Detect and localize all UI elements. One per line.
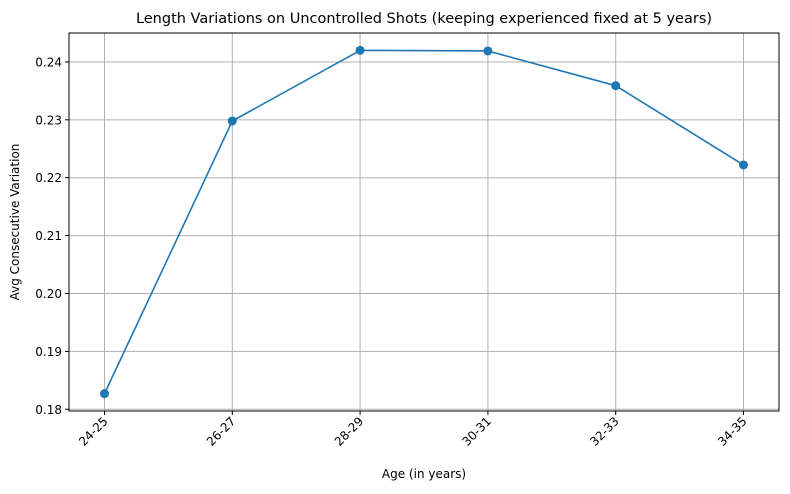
y-tick-label: 0.24: [35, 55, 62, 69]
data-point: [611, 81, 621, 91]
grid: [69, 33, 779, 411]
y-tick-label: 0.23: [35, 113, 62, 127]
chart-title: Length Variations on Uncontrolled Shots …: [136, 11, 712, 27]
x-tick-label: 32-33: [587, 414, 622, 449]
data-point: [355, 45, 365, 55]
data-point: [483, 46, 493, 56]
x-axis-ticks: 24-25 26-27 28-29 30-31 32-33 34-35: [76, 411, 750, 449]
x-axis-label: Age (in years): [382, 467, 466, 481]
series-layer: [100, 45, 748, 399]
plot-area-frame: [68, 32, 780, 412]
x-tick-label: 30-31: [459, 414, 494, 449]
x-tick-label: 26-27: [204, 414, 239, 449]
x-tick-label: 24-25: [76, 414, 111, 449]
data-point: [100, 389, 109, 399]
y-tick-label: 0.18: [35, 403, 62, 417]
series-line: [103, 49, 744, 394]
data-point: [227, 116, 237, 126]
y-tick-label: 0.21: [35, 229, 62, 243]
y-tick-label: 0.20: [35, 287, 62, 301]
y-tick-label: 0.19: [35, 345, 62, 359]
x-tick-label: 34-35: [715, 414, 750, 449]
y-axis-label: Avg Consecutive Variation: [8, 144, 22, 301]
y-tick-label: 0.22: [35, 171, 62, 185]
x-tick-label: 28-29: [332, 414, 367, 449]
y-axis-ticks: 0.18 0.19 0.20 0.21 0.22 0.23 0.24: [35, 55, 69, 417]
data-point: [739, 160, 748, 170]
